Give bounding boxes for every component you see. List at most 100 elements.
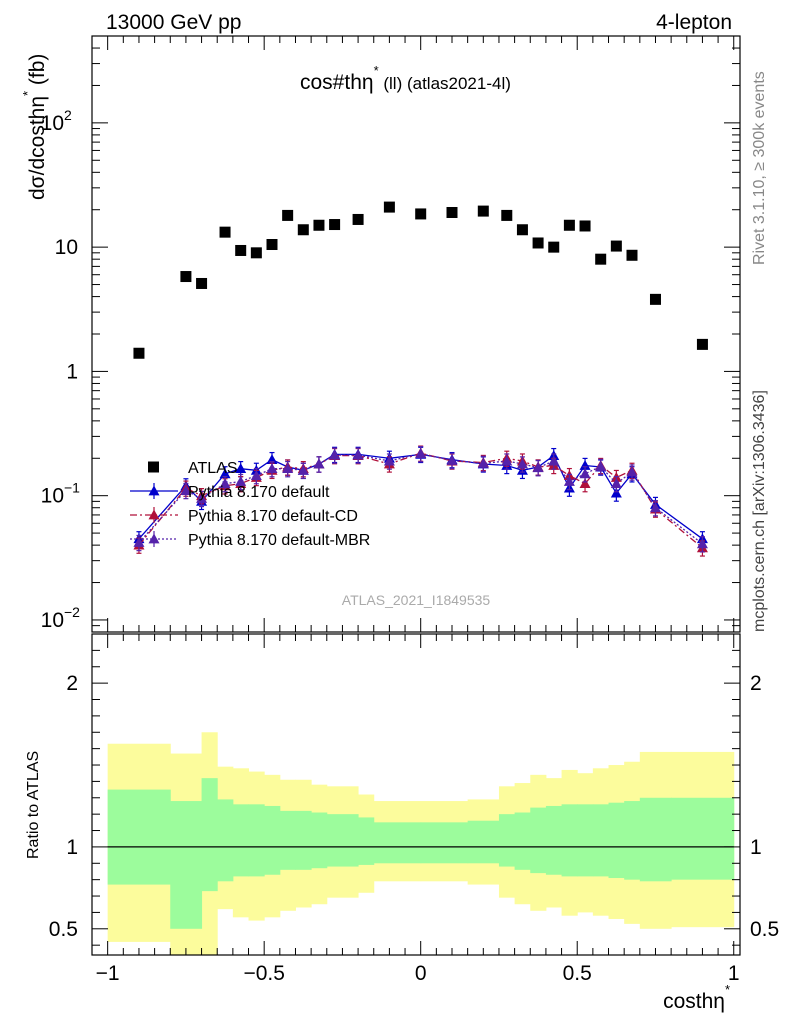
x-tick-label: 0.5	[563, 962, 592, 985]
ratio-frame	[91, 633, 741, 956]
data-point	[352, 213, 364, 225]
legend-entry: Pythia 8.170 default-CD	[130, 507, 358, 525]
x-tick-label: 1	[728, 962, 740, 985]
ratio-inner-band	[530, 807, 547, 874]
data-point	[383, 201, 395, 213]
data-point	[610, 487, 622, 498]
data-point	[133, 347, 145, 359]
title-sup: *	[374, 63, 379, 78]
data-point	[219, 226, 231, 238]
data-point	[196, 492, 208, 503]
data-point	[649, 502, 661, 513]
data-point	[563, 476, 575, 486]
data-point	[501, 209, 513, 221]
x-tick-label: −1	[96, 962, 120, 985]
y-tick-label: 10	[41, 485, 64, 508]
series-layer	[133, 201, 708, 557]
data-point	[501, 455, 513, 466]
data-point	[266, 454, 278, 465]
ratio-inner-band	[561, 804, 578, 877]
data-point	[219, 468, 231, 479]
data-point	[626, 249, 638, 261]
axes-layer	[91, 35, 741, 956]
legend-label: Pythia 8.170 default	[188, 484, 330, 501]
data-point	[235, 476, 247, 486]
data-point	[532, 237, 544, 249]
header-left: 13000 GeV pp	[106, 11, 241, 34]
data-point	[313, 458, 325, 469]
data-point	[610, 240, 622, 252]
title-main: cos#thη	[300, 71, 374, 94]
data-point	[595, 253, 607, 265]
legend-marker	[148, 485, 160, 496]
data-point	[219, 478, 231, 489]
header-right: 4-lepton	[656, 11, 732, 34]
ratio-y-axis-label: Ratio to ATLAS	[25, 751, 42, 859]
data-point	[415, 208, 427, 220]
ratio-inner-band	[577, 804, 594, 877]
data-point	[180, 485, 192, 495]
series-line	[138, 452, 703, 545]
rivet-label: Rivet 3.1.10, ≥ 300k events	[751, 71, 768, 265]
data-point	[477, 205, 489, 217]
x-tick-label: 0	[415, 962, 427, 985]
ratio-tick-label-right: 0.5	[750, 918, 779, 941]
data-point	[250, 247, 262, 259]
data-point	[266, 463, 278, 474]
legend-entry: Pythia 8.170 default	[130, 483, 330, 501]
data-point	[266, 239, 278, 251]
ratio-inner-band	[467, 820, 500, 864]
data-point	[516, 224, 528, 236]
y-tick-label: 10	[41, 112, 64, 135]
ratio-tick-label: 0.5	[49, 918, 78, 941]
data-point	[133, 537, 145, 547]
legend-label: ATLAS	[188, 460, 238, 477]
y-axis-label: dσ/dcosthη* (fb)	[20, 54, 49, 200]
legend-label: Pythia 8.170 default-CD	[188, 508, 358, 525]
mcplots-label: mcplots.cern.ch [arXiv:1306.3436]	[751, 390, 768, 632]
ratio-inner-band	[248, 804, 265, 877]
ratio-tick-label: 2	[66, 672, 78, 695]
data-point	[579, 468, 591, 479]
data-point	[313, 219, 325, 231]
ratio-inner-band	[671, 797, 735, 880]
data-point	[282, 463, 294, 474]
ylabel-rest: (fb)	[26, 54, 49, 91]
data-point	[649, 293, 661, 305]
ratio-inner-band	[170, 801, 203, 929]
ratio-inner-band	[311, 812, 328, 869]
data-point	[610, 478, 622, 489]
ratio-inner-band	[358, 817, 375, 865]
ratio-inner-band	[514, 812, 531, 870]
ratio-tick-label-right: 2	[750, 672, 762, 695]
ratio-inner-band	[608, 802, 625, 879]
data-point	[180, 271, 192, 283]
ratio-inner-band	[217, 799, 234, 882]
plot-title: cos#thη* (ll) (atlas2021-4l)	[300, 63, 511, 94]
legend-entry: Pythia 8.170 default-MBR	[130, 531, 370, 549]
ratio-inner-band	[420, 822, 469, 864]
data-point	[696, 538, 708, 549]
legend-entry: ATLAS	[148, 460, 238, 477]
data-point	[352, 449, 364, 460]
ratio-tick-label: 1	[66, 836, 78, 859]
data-point	[282, 209, 294, 221]
data-point	[235, 244, 247, 256]
data-point	[383, 455, 395, 466]
data-point	[579, 459, 591, 470]
ratio-inner-band	[295, 810, 312, 870]
data-point	[595, 460, 607, 471]
xlabel-main: costhη	[663, 990, 725, 1013]
data-point	[532, 462, 544, 473]
data-point	[579, 220, 591, 232]
x-tick-label: −0.5	[243, 962, 284, 985]
legend-marker	[148, 509, 160, 520]
y-tick-label: 10	[55, 236, 78, 259]
data-point	[250, 470, 262, 481]
data-point	[696, 338, 708, 350]
ratio-inner-band	[545, 805, 563, 875]
ratio-bands	[107, 732, 735, 955]
ratio-inner-band	[592, 804, 610, 877]
legend-marker	[148, 533, 160, 544]
y-tick-exponent: −2	[64, 604, 80, 620]
